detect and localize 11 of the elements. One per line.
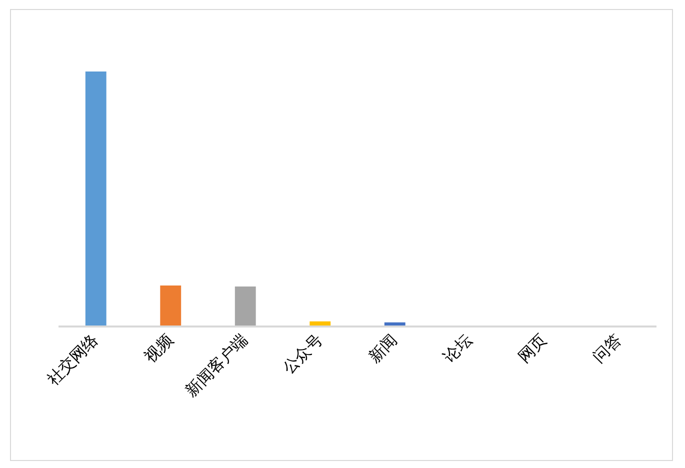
x-tick-label: 论坛 xyxy=(440,331,476,366)
x-tick-label: 问答 xyxy=(590,330,626,366)
x-tick-label: 公众号 xyxy=(280,331,326,378)
bar xyxy=(85,72,106,326)
x-tick-label: 网页 xyxy=(516,331,550,366)
x-tick-label: 新闻 xyxy=(366,330,401,366)
bar xyxy=(234,286,256,326)
bar xyxy=(160,285,182,326)
x-tick-label: 新闻客户端 xyxy=(182,330,252,400)
x-tick-label: 社交网络 xyxy=(44,330,102,389)
x-tick-label: 视频 xyxy=(141,330,177,366)
